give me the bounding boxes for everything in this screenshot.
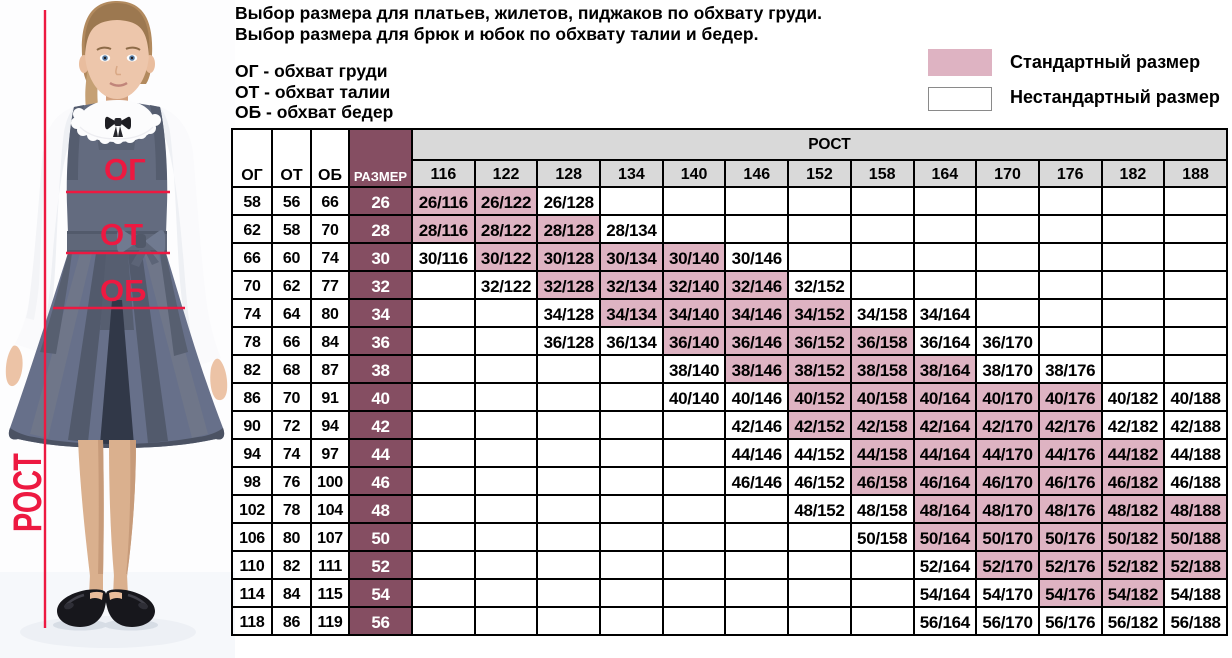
svg-text:РОСТ: РОСТ <box>5 453 50 532</box>
svg-text:ОТ: ОТ <box>100 217 143 252</box>
svg-text:ОБ: ОБ <box>100 273 146 308</box>
svg-text:ОГ: ОГ <box>104 152 146 187</box>
